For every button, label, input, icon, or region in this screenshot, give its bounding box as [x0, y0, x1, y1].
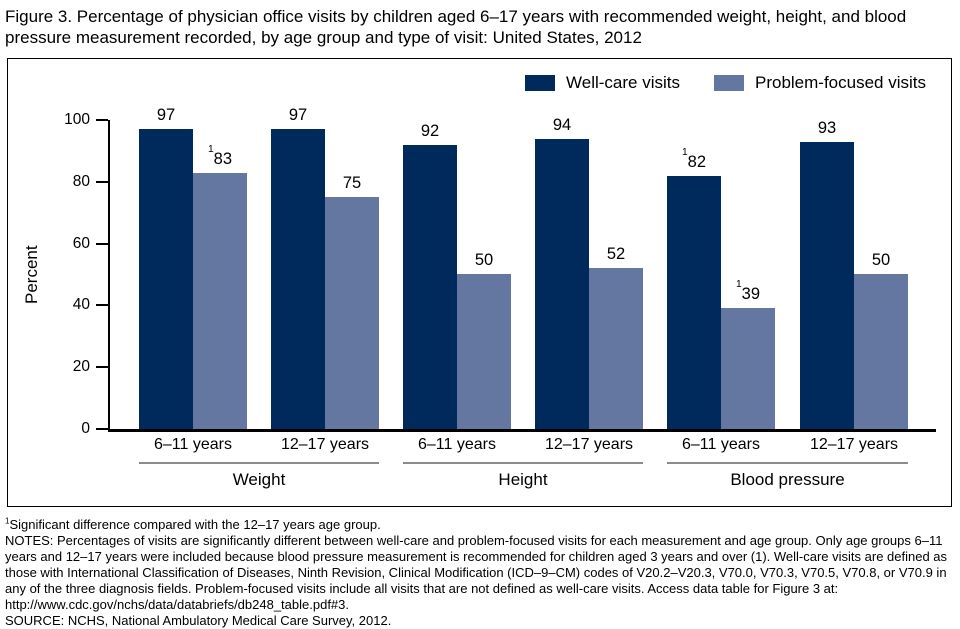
bar-value-label: 52 — [606, 245, 626, 263]
y-axis-tick — [96, 243, 108, 245]
footnote-notes: NOTES: Percentages of visits are signifi… — [5, 533, 948, 612]
footnote-significance-text: Significant difference compared with the… — [9, 517, 381, 532]
plot-area: 0 20 40 60 80 100 97 1 83 6–11 years 97 75 12–17 yea… — [64, 106, 936, 489]
legend-swatch-problem-focused-icon — [714, 75, 744, 91]
figure-title: Figure 3. Percentage of physician office… — [5, 7, 907, 47]
footnote-significance: 1Significant difference compared with th… — [5, 517, 955, 533]
footnote-source: SOURCE: NCHS, National Ambulatory Medica… — [5, 613, 392, 628]
bar-pair: 97 75 — [271, 106, 379, 429]
bar-problem-focused — [457, 274, 511, 429]
bar-value-label: 94 — [552, 116, 572, 134]
y-tick-label: 60 — [72, 235, 90, 252]
bar-value-label: 97 — [156, 106, 176, 124]
bar-pair: 97 1 83 — [139, 106, 247, 429]
bar-value-label: 1 82 — [681, 147, 707, 171]
y-tick-label: 20 — [72, 358, 90, 375]
bar-pair: 92 50 — [403, 120, 511, 429]
y-axis-tick — [96, 366, 108, 368]
y-tick-label: 100 — [64, 111, 90, 128]
legend-label-problem-focused: Problem-focused visits — [755, 73, 927, 92]
measurement-underline — [403, 462, 643, 464]
bar-value-label: 93 — [817, 119, 837, 137]
age-group-label: 12–17 years — [809, 436, 899, 453]
y-tick-label: 0 — [81, 420, 90, 437]
bar-well-care — [535, 139, 589, 429]
bar-value-label: 1 83 — [207, 144, 233, 168]
bar-value-label: 97 — [288, 106, 308, 124]
legend-label-well-care: Well-care visits — [566, 73, 680, 92]
measurement-label: Blood pressure — [730, 470, 845, 489]
bar-problem-focused — [193, 173, 247, 429]
measurement-underline — [667, 462, 908, 464]
bar-value-label: 1 39 — [735, 279, 761, 303]
bar-pair: 1 82 1 39 — [667, 120, 775, 429]
y-axis-tick — [96, 119, 108, 121]
footnote-significance-marker: 1 — [5, 516, 10, 526]
measurement-label: Weight — [232, 470, 286, 489]
bar-well-care — [800, 142, 854, 429]
y-axis-tick — [96, 181, 108, 183]
y-axis-title: Percent — [22, 245, 41, 304]
y-tick-label: 80 — [72, 173, 90, 190]
bar-value-label: 50 — [871, 251, 891, 269]
age-group-label: 12–17 years — [544, 436, 634, 453]
y-axis-tick — [96, 304, 108, 306]
legend-swatch-well-care-icon — [525, 75, 555, 91]
bar-problem-focused — [589, 268, 643, 429]
y-axis-tick — [96, 428, 108, 430]
significance-marker: 1 — [207, 144, 214, 155]
bar-well-care — [271, 129, 325, 429]
bar-pair: 94 52 — [535, 116, 643, 429]
measurement-underline — [139, 462, 379, 464]
age-group-label: 6–11 years — [682, 436, 760, 453]
age-group-label: 6–11 years — [154, 436, 232, 453]
bar-value-label: 92 — [420, 122, 440, 140]
bar-well-care — [403, 145, 457, 429]
significance-marker: 1 — [735, 279, 742, 290]
age-group-label: 6–11 years — [418, 436, 496, 453]
bar-value-label: 75 — [342, 174, 362, 192]
footnotes: 1Significant difference compared with th… — [5, 517, 955, 629]
bar-problem-focused — [325, 197, 379, 429]
chart-panel: Well-care visits Problem-focused visits … — [7, 58, 952, 507]
bar-problem-focused — [854, 274, 908, 429]
y-tick-label: 40 — [72, 296, 90, 313]
bar-well-care — [667, 176, 721, 429]
bar-value-label: 50 — [474, 251, 494, 269]
age-group-label: 12–17 years — [280, 436, 370, 453]
bar-well-care — [139, 129, 193, 429]
bar-pair: 93 50 — [800, 119, 908, 429]
measurement-label: Height — [498, 470, 548, 489]
significance-marker: 1 — [681, 147, 688, 158]
bar-problem-focused — [721, 308, 775, 429]
